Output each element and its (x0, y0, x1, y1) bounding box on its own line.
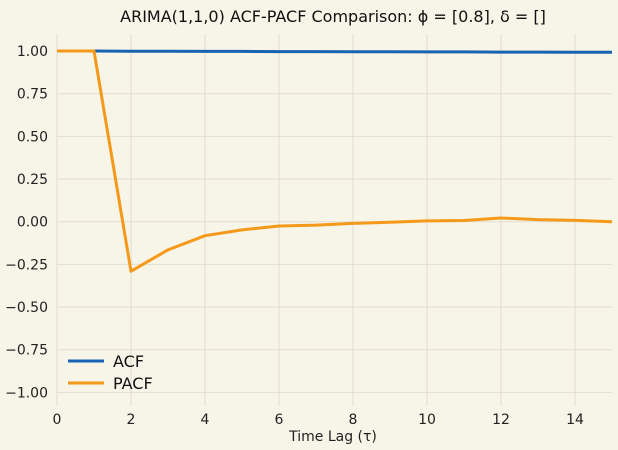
x-tick-label: 10 (418, 412, 436, 428)
y-tick-label: 0.00 (17, 215, 48, 231)
y-tick-label: −0.25 (5, 257, 48, 273)
x-tick-label: 2 (127, 412, 136, 428)
y-tick-label: 0.50 (17, 129, 48, 145)
x-tick-label: 8 (349, 412, 358, 428)
axis-layer: 0 2 4 6 8 10 12 14 1.00 0.75 0.50 0.25 0.00 −0.25 −0.5… (5, 44, 584, 428)
y-tick-label: 1.00 (17, 44, 48, 60)
y-tick-label: 0.75 (17, 87, 48, 103)
series-line-acf (57, 49, 612, 54)
y-tick-label: −0.75 (5, 343, 48, 359)
x-tick-label: 6 (275, 412, 284, 428)
x-tick-label: 12 (492, 412, 510, 428)
legend-label-acf: ACF (113, 352, 144, 371)
legend-label-pacf: PACF (113, 374, 153, 393)
series-line-pacf (57, 49, 613, 273)
y-tick-label: −0.50 (5, 300, 48, 316)
series-layer (57, 49, 613, 273)
x-tick-label: 4 (201, 412, 210, 428)
chart-title: ARIMA(1,1,0) ACF-PACF Comparison: ϕ = [0… (120, 7, 546, 26)
x-tick-label: 0 (53, 412, 62, 428)
x-axis-label: Time Lag (τ) (288, 429, 377, 445)
y-tick-label: −1.00 (5, 385, 48, 401)
y-tick-label: 0.25 (17, 172, 48, 188)
legend: ACF PACF (68, 352, 153, 393)
x-tick-label: 14 (566, 412, 584, 428)
